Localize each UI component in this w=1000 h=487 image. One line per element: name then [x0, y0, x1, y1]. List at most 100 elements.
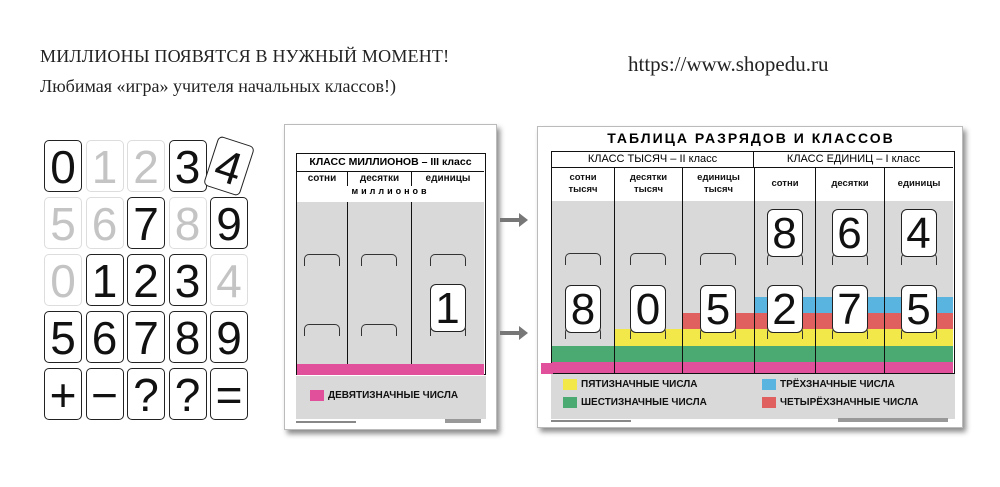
column-header-line: десятки — [831, 178, 869, 189]
legend-item: ЧЕТЫРЁХЗНАЧНЫЕ ЧИСЛА — [762, 397, 918, 408]
digit-column — [347, 202, 411, 374]
headline: МИЛЛИОНЫ ПОЯВЯТСЯ В НУЖНЫЙ МОМЕНТ! — [40, 46, 450, 66]
subline: Любимая «игра» учителя начальных классов… — [40, 76, 396, 96]
number-card[interactable]: 1 — [85, 140, 124, 193]
number-card[interactable]: 0 — [44, 140, 82, 193]
number-card[interactable]: 1 — [85, 254, 124, 307]
number-card[interactable]: 9 — [210, 197, 248, 250]
number-card[interactable]: 8 — [168, 197, 207, 250]
place-value-table: КЛАСС ТЫСЯЧ – II класс КЛАСС ЕДИНИЦ – I … — [551, 151, 955, 374]
column-header: единицы — [411, 172, 484, 186]
digit-card[interactable]: 4 — [900, 209, 937, 258]
publisher-logo — [838, 418, 948, 422]
legend-label: ТРЁХЗНАЧНЫЕ ЧИСЛА — [780, 379, 895, 390]
column-header: единицы тысяч — [682, 168, 754, 201]
column-header: сотни тысяч — [552, 168, 614, 201]
millions-body: 1 — [297, 202, 484, 375]
number-card[interactable]: 3 — [168, 140, 207, 193]
legend-item: ТРЁХЗНАЧНЫЕ ЧИСЛА — [762, 379, 895, 390]
digit-column — [297, 202, 347, 374]
column-header: десятки тысяч — [614, 168, 682, 201]
footer-text — [296, 421, 356, 423]
millions-subtitle: миллионов — [351, 186, 430, 196]
digit-card[interactable]: 0 — [630, 285, 666, 334]
pink-tab — [541, 363, 553, 374]
digit-card[interactable]: 5 — [900, 285, 937, 334]
column-header-line: сотни — [771, 178, 799, 189]
legend-area: ПЯТИЗНАЧНЫЕ ЧИСЛА ШЕСТИЗНАЧНЫЕ ЧИСЛА ТРЁ… — [551, 374, 955, 419]
number-card[interactable]: ? — [127, 368, 165, 421]
column-header-line: тысяч — [568, 184, 598, 195]
number-card[interactable]: 0 — [44, 254, 82, 307]
number-card[interactable]: 2 — [127, 254, 165, 307]
five-digit-band — [614, 329, 953, 346]
card-slot — [429, 254, 466, 266]
footer-text — [551, 420, 631, 422]
number-card[interactable]: 4 — [210, 254, 248, 307]
column-header: десятки — [815, 168, 884, 201]
legend-item: ПЯТИЗНАЧНЫЕ ЧИСЛА — [563, 379, 698, 390]
digit-column — [884, 201, 953, 373]
poster-place-value-table: ТАБЛИЦА РАЗРЯДОВ И КЛАССОВ КЛАСС ТЫСЯЧ –… — [537, 126, 963, 428]
digit-card[interactable]: 1 — [429, 284, 466, 333]
nine-digit-band — [297, 364, 484, 375]
number-card[interactable]: 3 — [168, 254, 207, 307]
digit-card[interactable]: 8 — [766, 209, 803, 258]
number-card[interactable]: ? — [168, 368, 207, 421]
millions-class-title: КЛАСС МИЛЛИОНОВ – III класс — [297, 154, 484, 172]
number-card[interactable]: 7 — [127, 197, 165, 250]
number-card[interactable]: 4 — [202, 135, 256, 197]
card-slot — [361, 324, 397, 336]
four-digit-band — [682, 313, 953, 329]
column-header-line: тысяч — [703, 184, 734, 195]
legend-label: ЧЕТЫРЁХЗНАЧНЫЕ ЧИСЛА — [780, 397, 919, 408]
card-slot — [700, 253, 736, 265]
number-card[interactable]: + — [44, 368, 82, 421]
poster-millions-class: КЛАСС МИЛЛИОНОВ – III класс сотни десятки… — [284, 124, 497, 430]
digit-column — [614, 201, 682, 373]
card-slot — [361, 254, 397, 266]
number-card[interactable]: 9 — [210, 311, 248, 364]
thousands-class-header: КЛАСС ТЫСЯЧ – II класс — [552, 152, 753, 168]
number-card[interactable]: = — [210, 368, 248, 421]
card-slot — [304, 254, 340, 266]
legend-swatch — [563, 397, 577, 408]
column-header-line: десятки — [629, 172, 668, 183]
number-card[interactable]: 8 — [168, 311, 207, 364]
digit-card[interactable]: 2 — [766, 285, 803, 334]
digit-card[interactable]: 6 — [831, 209, 868, 258]
poster-title: ТАБЛИЦА РАЗРЯДОВ И КЛАССОВ — [607, 130, 895, 146]
number-card[interactable]: 7 — [127, 311, 165, 364]
digit-column — [411, 202, 484, 374]
number-card[interactable]: − — [85, 368, 124, 421]
digit-card[interactable]: 5 — [700, 285, 736, 334]
number-card[interactable]: 5 — [44, 311, 82, 364]
number-card[interactable]: 2 — [127, 140, 165, 193]
units-class-header: КЛАСС ЕДИНИЦ – I класс — [753, 152, 953, 168]
column-header: единицы — [884, 168, 953, 201]
column-header: сотни — [754, 168, 815, 201]
column-header-line: сотни — [569, 172, 597, 183]
millions-legend-area: ДЕВЯТИЗНАЧНЫЕ ЧИСЛА — [296, 376, 486, 419]
publisher-logo — [445, 419, 481, 423]
column-header: десятки — [347, 172, 411, 186]
digit-column — [682, 201, 754, 373]
legend-item: ШЕСТИЗНАЧНЫЕ ЧИСЛА — [563, 397, 707, 408]
legend-label: ШЕСТИЗНАЧНЫЕ ЧИСЛА — [581, 397, 707, 408]
legend-label: ПЯТИЗНАЧНЫЕ ЧИСЛА — [581, 379, 698, 390]
card-slot — [304, 324, 340, 336]
column-header: сотни — [307, 173, 337, 184]
number-card[interactable]: 6 — [85, 311, 124, 364]
millions-table: КЛАСС МИЛЛИОНОВ – III класс сотни десятки… — [296, 153, 486, 375]
arrow-right-icon — [500, 213, 528, 227]
arrow-right-icon — [500, 326, 528, 340]
nine-digit-band — [552, 362, 953, 373]
legend-item: ДЕВЯТИЗНАЧНЫЕ ЧИСЛА — [310, 390, 458, 401]
number-card[interactable]: 6 — [85, 197, 124, 250]
column-header-line: тысяч — [633, 184, 664, 195]
digit-card[interactable]: 8 — [565, 285, 601, 334]
website-url[interactable]: https://www.shopedu.ru — [628, 52, 829, 76]
number-card[interactable]: 5 — [44, 197, 82, 250]
digit-card[interactable]: 7 — [831, 285, 868, 334]
card-slot — [630, 253, 666, 265]
